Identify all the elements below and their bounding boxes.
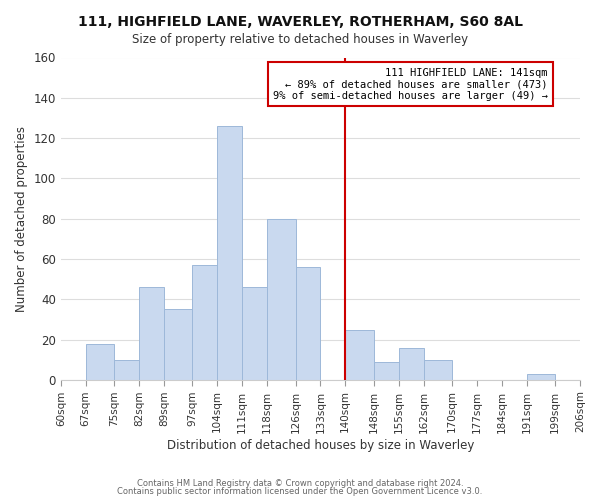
- Bar: [424, 360, 452, 380]
- Text: Contains HM Land Registry data © Crown copyright and database right 2024.: Contains HM Land Registry data © Crown c…: [137, 478, 463, 488]
- Bar: [267, 219, 296, 380]
- Y-axis label: Number of detached properties: Number of detached properties: [15, 126, 28, 312]
- Bar: [217, 126, 242, 380]
- Bar: [398, 348, 424, 380]
- Text: Contains public sector information licensed under the Open Government Licence v3: Contains public sector information licen…: [118, 487, 482, 496]
- Bar: [345, 330, 374, 380]
- Text: 111 HIGHFIELD LANE: 141sqm
← 89% of detached houses are smaller (473)
9% of semi: 111 HIGHFIELD LANE: 141sqm ← 89% of deta…: [273, 68, 548, 101]
- Bar: [374, 362, 398, 380]
- Bar: [86, 344, 114, 380]
- Bar: [164, 310, 193, 380]
- Bar: [139, 288, 164, 380]
- Bar: [242, 288, 267, 380]
- Bar: [527, 374, 555, 380]
- Bar: [296, 267, 320, 380]
- Text: 111, HIGHFIELD LANE, WAVERLEY, ROTHERHAM, S60 8AL: 111, HIGHFIELD LANE, WAVERLEY, ROTHERHAM…: [77, 15, 523, 29]
- X-axis label: Distribution of detached houses by size in Waverley: Distribution of detached houses by size …: [167, 440, 474, 452]
- Bar: [114, 360, 139, 380]
- Bar: [193, 265, 217, 380]
- Text: Size of property relative to detached houses in Waverley: Size of property relative to detached ho…: [132, 32, 468, 46]
